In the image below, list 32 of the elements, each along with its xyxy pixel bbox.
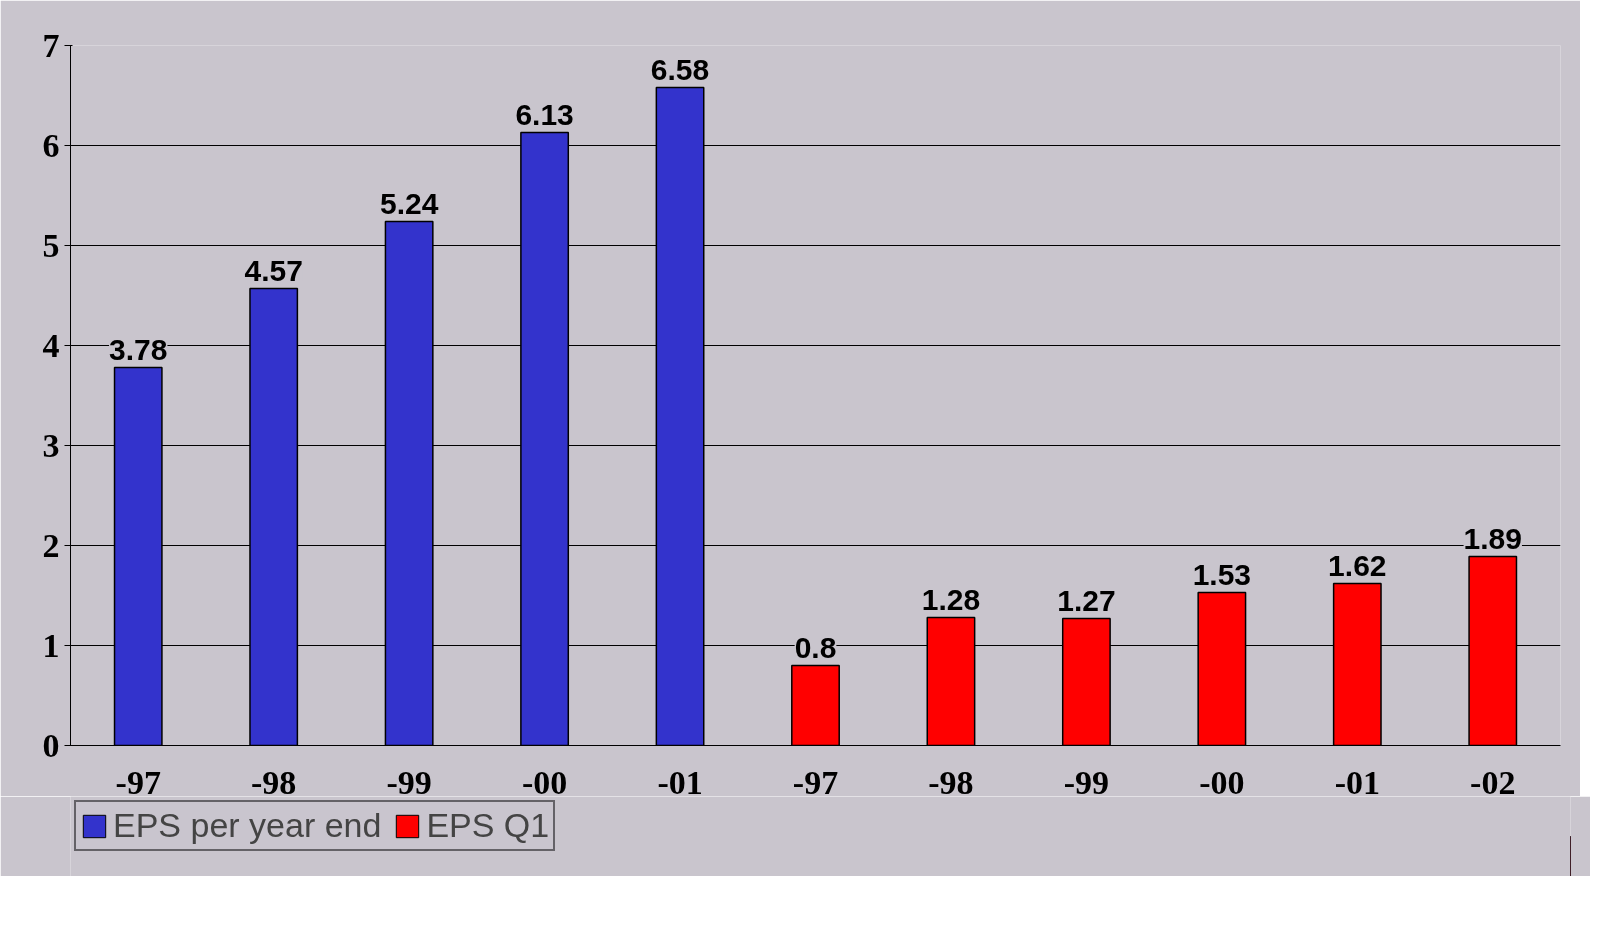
y-tick-label: 7 xyxy=(42,26,60,64)
y-tick-label: 5 xyxy=(42,226,60,264)
data-label: 1.53 xyxy=(1192,557,1252,591)
data-label: 0.8 xyxy=(794,630,837,664)
legend-label: EPS Q1 xyxy=(426,806,550,845)
data-label: 1.28 xyxy=(921,582,981,616)
x-tick-label: -01 xyxy=(1334,763,1380,801)
y-tick-label: 4 xyxy=(42,326,60,364)
x-tick-label: -99 xyxy=(386,763,432,801)
x-tick-label: -97 xyxy=(115,763,161,801)
y-tick-label: 2 xyxy=(42,526,60,564)
y-tick-label: 6 xyxy=(42,126,60,164)
y-tick-label: 3 xyxy=(42,426,60,464)
data-label: 1.62 xyxy=(1328,548,1387,582)
x-tick-label: -97 xyxy=(792,763,839,801)
x-tick-label: -02 xyxy=(1470,763,1516,801)
x-tick-label: -99 xyxy=(1063,763,1110,801)
data-label: 1.89 xyxy=(1463,521,1522,555)
x-tick-label: -00 xyxy=(1199,763,1245,801)
y-tick-label: 0 xyxy=(42,726,60,764)
data-label: 6.58 xyxy=(650,52,710,86)
x-tick-label: -98 xyxy=(928,763,974,801)
x-tick-label: -00 xyxy=(521,763,568,801)
x-tick-label: -01 xyxy=(657,763,703,801)
x-tick-label: -98 xyxy=(251,763,297,801)
data-label: 4.57 xyxy=(244,253,303,287)
data-label: 6.13 xyxy=(515,97,574,131)
legend-label: EPS per year end xyxy=(113,806,382,845)
y-tick-label: 1 xyxy=(42,626,60,664)
data-label: 5.24 xyxy=(379,186,439,220)
data-label: 3.78 xyxy=(109,332,168,366)
data-label: 1.27 xyxy=(1057,583,1116,617)
